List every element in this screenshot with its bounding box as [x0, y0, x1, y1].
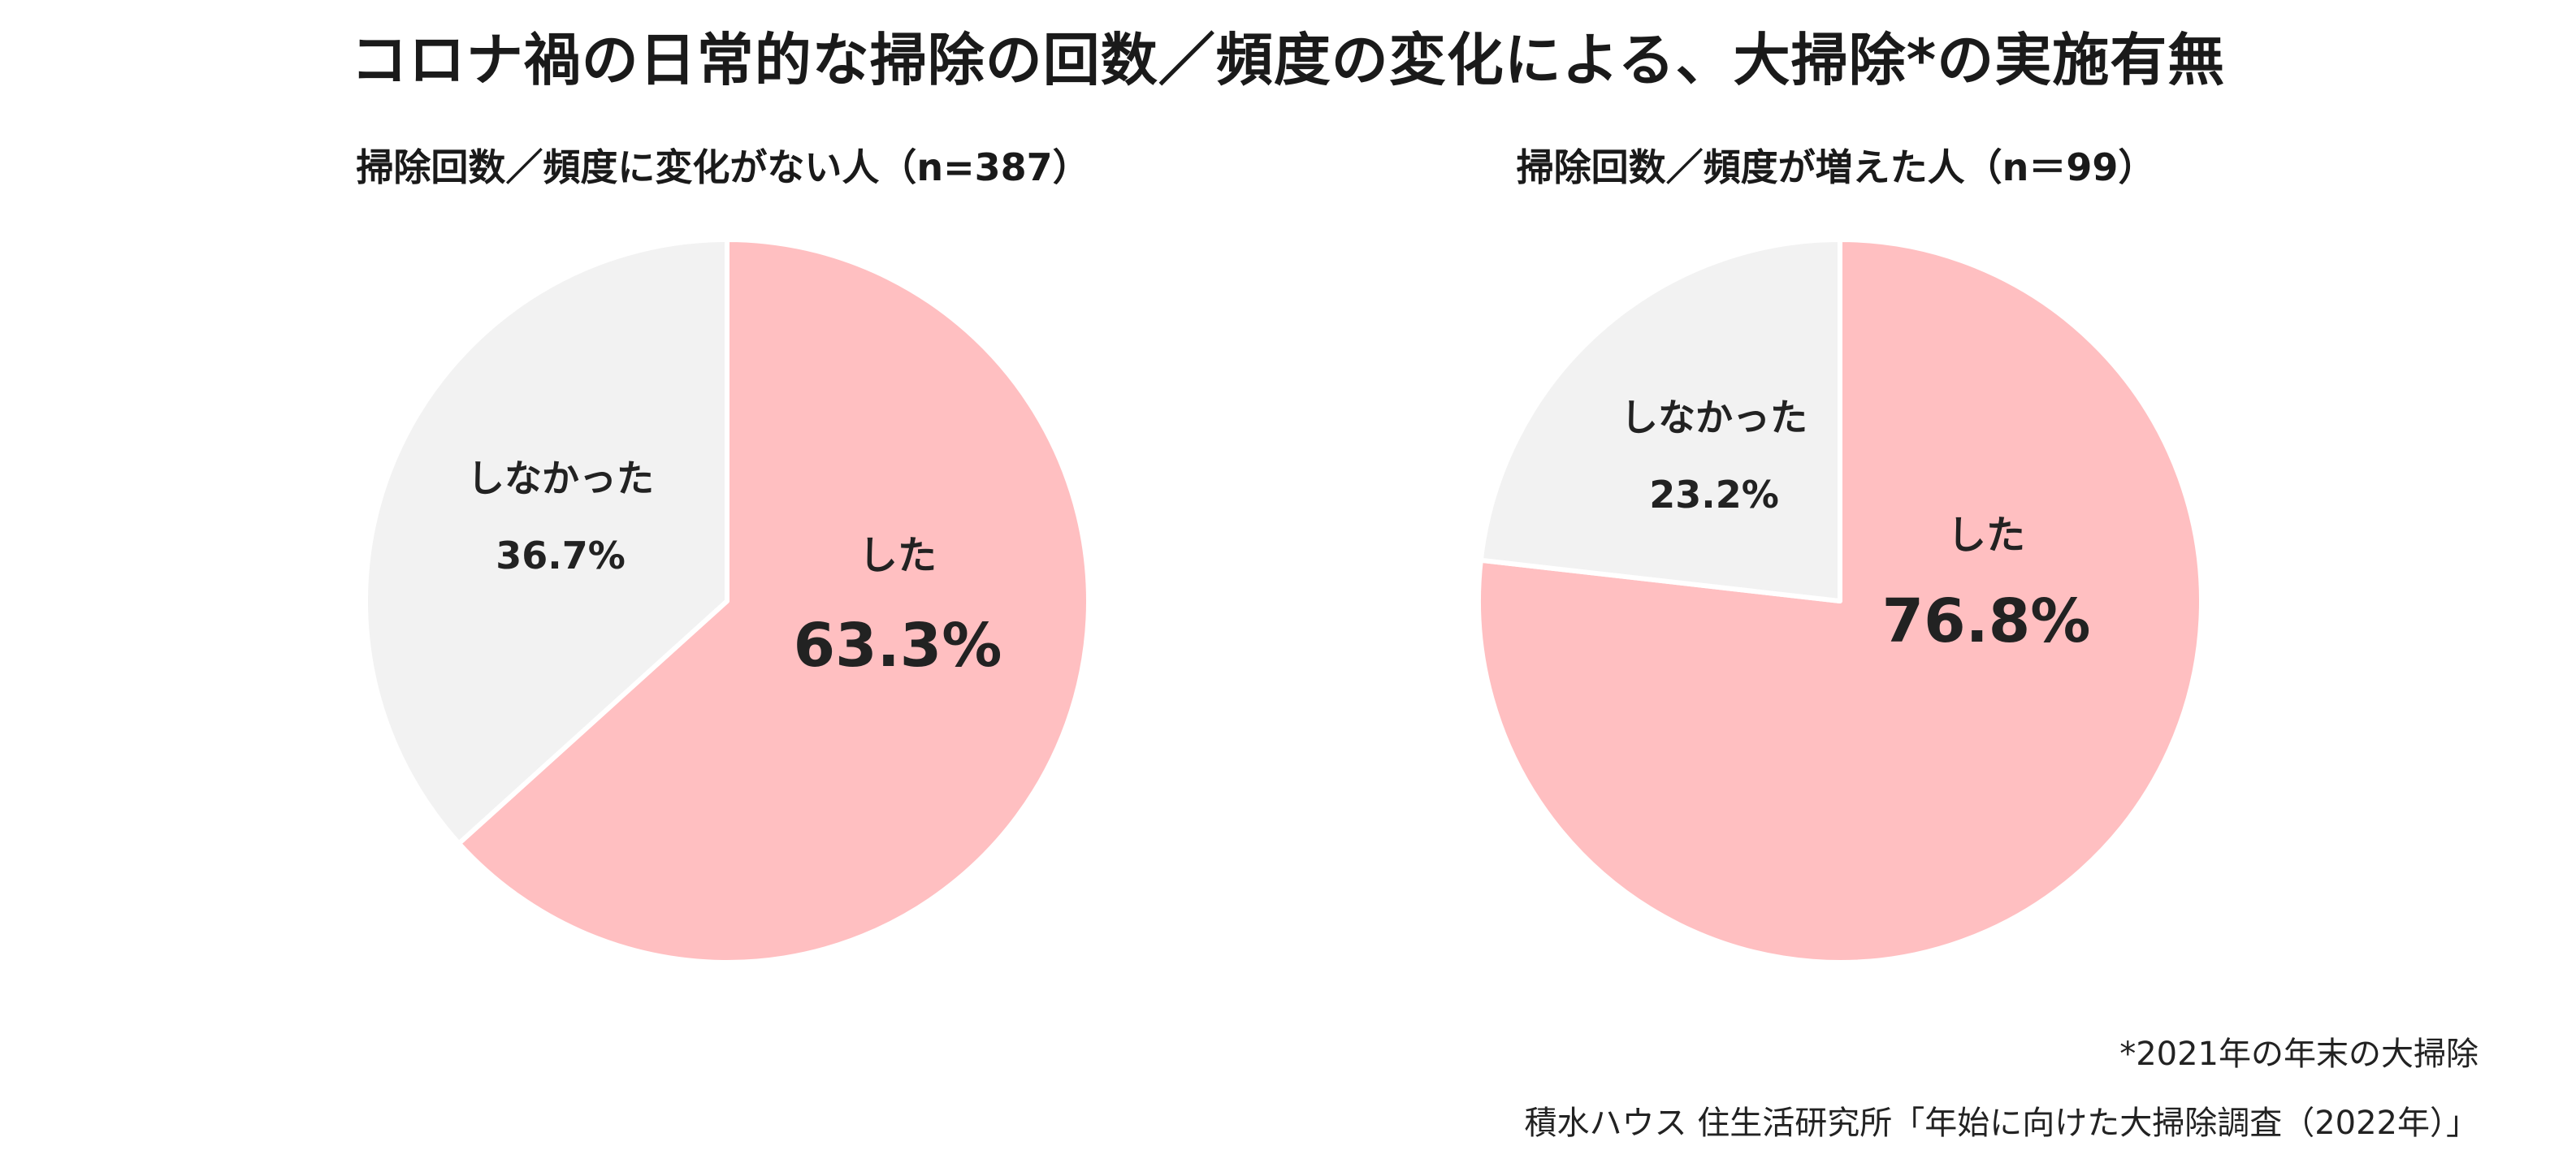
footnote: *2021年の年末の大掃除: [2119, 1036, 2479, 1073]
pie-slice-did: [1476, 237, 2204, 965]
slice-value-did-not: 23.2%: [1649, 473, 1779, 517]
slice-label-did-not: しなかった: [1621, 396, 1808, 439]
slice-value-did: 76.8%: [1882, 586, 2091, 656]
chart-title-increased: 掃除回数／頻度が増えた人（n＝99）: [1516, 145, 2156, 189]
slice-value-did: 63.3%: [794, 611, 1002, 681]
source-note: 積水ハウス 住生活研究所「年始に向けた大掃除調査（2022年）」: [1524, 1105, 2479, 1142]
slice-label-did: した: [859, 533, 937, 578]
chart-title-no-change: 掃除回数／頻度に変化がない人（n=387）: [356, 145, 1090, 189]
slice-value-did-not: 36.7%: [496, 534, 626, 577]
slice-label-did-not: しなかった: [467, 456, 654, 500]
pie-slice-did: [456, 237, 1091, 965]
slice-label-did: した: [1947, 512, 2025, 558]
pie-slice-did-not: [363, 237, 730, 846]
pie-slice-did-not: [1478, 237, 1842, 603]
page-title: コロナ禍の日常的な掃除の回数／頻度の変化による、大掃除*の実施有無: [350, 27, 2226, 93]
